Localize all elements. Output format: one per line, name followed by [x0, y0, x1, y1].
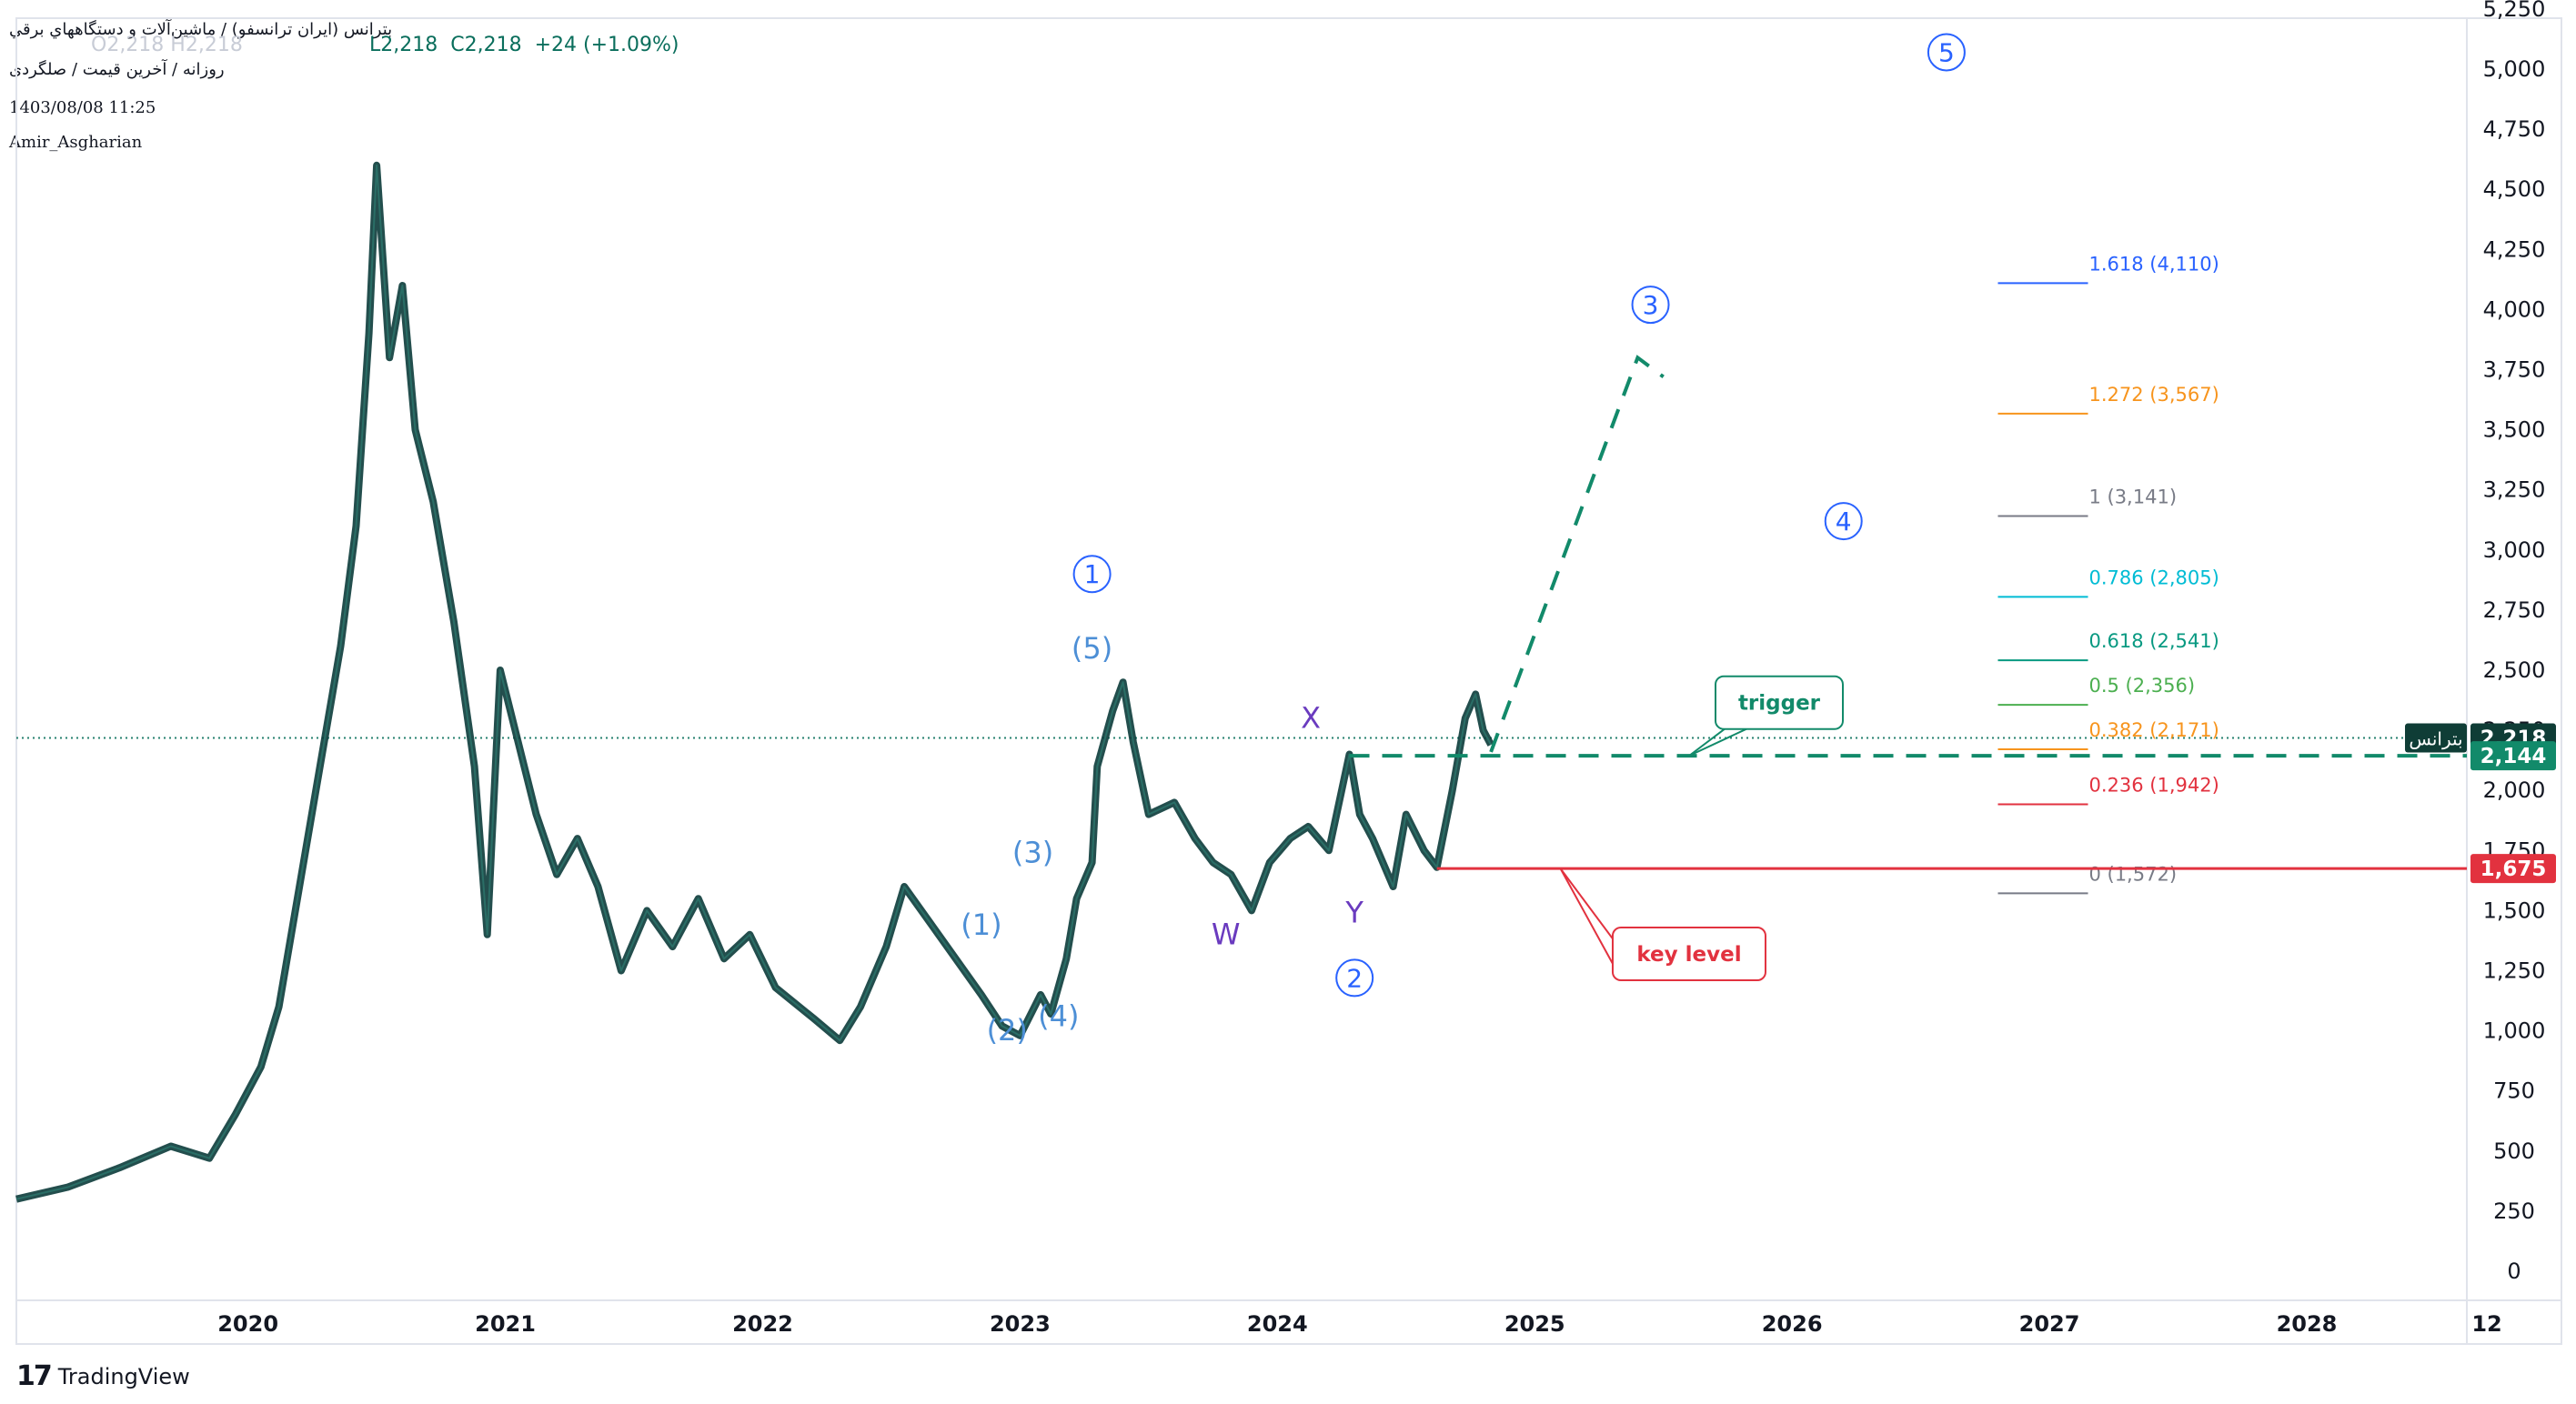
y-tick-label: 4,750	[2483, 116, 2546, 142]
y-tick-label: 4,250	[2483, 236, 2546, 262]
price-series	[15, 161, 1494, 1203]
wxy-label: X	[1301, 700, 1321, 735]
y-tick-label: 250	[2493, 1198, 2535, 1224]
wxy-label: Y	[1344, 896, 1363, 930]
fib-level-label: 0 (1,572)	[2088, 863, 2177, 885]
wxy-label: W	[1212, 917, 1241, 951]
y-tick-label: 2,750	[2483, 597, 2546, 623]
y-tick-label: 0	[2507, 1259, 2521, 1284]
x-tick-label: 2027	[2019, 1311, 2080, 1337]
tradingview-brand[interactable]: 17 TradingView	[16, 1360, 190, 1392]
wave-label-circle	[1072, 555, 1112, 594]
ohlc-values: L2,218 C2,218 +24 (+1.09%)	[369, 34, 679, 56]
wave-label: 5	[1938, 37, 1955, 67]
y-tick-label: 3,000	[2483, 537, 2546, 563]
x-tick-label: 2022	[732, 1311, 793, 1337]
fib-level-label: 1.272 (3,567)	[2088, 384, 2219, 406]
callout-box	[1714, 675, 1844, 730]
author: Amir_Asgharian	[9, 133, 143, 152]
y-tick-label: 4,500	[2483, 176, 2546, 202]
price-tag-symbol: بترانس	[2409, 728, 2462, 750]
price-series-highlight	[15, 164, 1492, 1200]
y-tick-label: 1,250	[2483, 958, 2546, 984]
y-tick-label: 1,500	[2483, 898, 2546, 923]
y-tick-label: 500	[2493, 1138, 2535, 1164]
fib-level-label: 0.382 (2,171)	[2088, 719, 2219, 741]
y-tick-label: 2,500	[2483, 657, 2546, 683]
x-tick-label: 2023	[990, 1311, 1051, 1337]
y-tick-label: 3,750	[2483, 357, 2546, 383]
price-tag-value: 2,144	[2480, 745, 2547, 768]
sub-wave-label: (1)	[961, 908, 1001, 942]
sub-wave-label: (4)	[1038, 998, 1079, 1033]
wave-label-circle	[1824, 502, 1863, 541]
y-tick-label: 1,000	[2483, 1018, 2546, 1044]
fib-level-label: 1 (3,141)	[2088, 486, 2177, 508]
x-tick-label: 2026	[1762, 1311, 1823, 1337]
wave-label: 4	[1836, 506, 1852, 537]
price-tag-value: 1,675	[2480, 857, 2547, 881]
ohlc-ghost: O2,218 H2,218	[91, 34, 243, 56]
y-tick-label: 5,000	[2483, 56, 2546, 82]
ohlc-close: C2,218	[450, 34, 522, 56]
x-tick-label: 2025	[1504, 1311, 1565, 1337]
callout-pointer	[1688, 727, 1726, 757]
projection-path	[1489, 355, 1665, 753]
y-tick-label: 3,500	[2483, 417, 2546, 443]
y-tick-label: 750	[2493, 1078, 2535, 1104]
fib-level-label: 0.618 (2,541)	[2088, 630, 2219, 652]
wave-label: 1	[1084, 559, 1101, 589]
chart-frame	[15, 17, 2562, 1345]
fib-level-label: 0.786 (2,805)	[2088, 567, 2219, 588]
sub-wave-label: (2)	[987, 1013, 1028, 1048]
interval-line: روزانه / آخرین قیمت / صلگردی	[9, 60, 225, 79]
wave-label: 3	[1643, 290, 1659, 320]
callout-label: key level	[1636, 943, 1741, 967]
x-tick-label: 2028	[2277, 1311, 2338, 1337]
price-tag-box	[2470, 741, 2556, 771]
callout-label: trigger	[1738, 692, 1821, 716]
wave-label-circle	[1631, 286, 1670, 325]
tradingview-logo-icon: 17	[16, 1360, 53, 1392]
ohlc-change: +24 (+1.09%)	[534, 34, 679, 56]
wave-label-circle	[1927, 33, 1966, 72]
wave-label: 2	[1346, 963, 1363, 993]
x-tick-label: 12	[2471, 1311, 2501, 1337]
callout-pointer	[1688, 727, 1747, 757]
fib-level-label: 0.5 (2,356)	[2088, 675, 2195, 697]
sub-wave-label: (3)	[1012, 836, 1053, 870]
price-tag-box	[2470, 854, 2556, 884]
fib-level-label: 1.618 (4,110)	[2088, 253, 2219, 275]
callout-pointer	[1559, 867, 1623, 981]
y-tick-label: 3,250	[2483, 477, 2546, 503]
x-tick-label: 2021	[475, 1311, 536, 1337]
symbol-line: بترانس (ايران ترانسفو) / ماشين‌آلات و دس…	[9, 20, 393, 39]
callout-box	[1611, 926, 1766, 981]
y-tick-label: 2,000	[2483, 777, 2546, 803]
ohlc-low: L2,218	[369, 34, 438, 56]
snapshot-date: 1403/08/08 11:25	[9, 98, 156, 117]
x-tick-label: 2020	[217, 1311, 278, 1337]
y-tick-label: 5,250	[2483, 0, 2546, 22]
wave-label-circle	[1335, 958, 1374, 998]
fib-level-label: 0.236 (1,942)	[2088, 775, 2219, 797]
price-tag-label-box	[2405, 723, 2467, 753]
x-tick-label: 2024	[1247, 1311, 1308, 1337]
brand-name: TradingView	[57, 1363, 190, 1389]
sub-wave-label: (5)	[1072, 631, 1112, 666]
y-tick-label: 4,000	[2483, 296, 2546, 322]
